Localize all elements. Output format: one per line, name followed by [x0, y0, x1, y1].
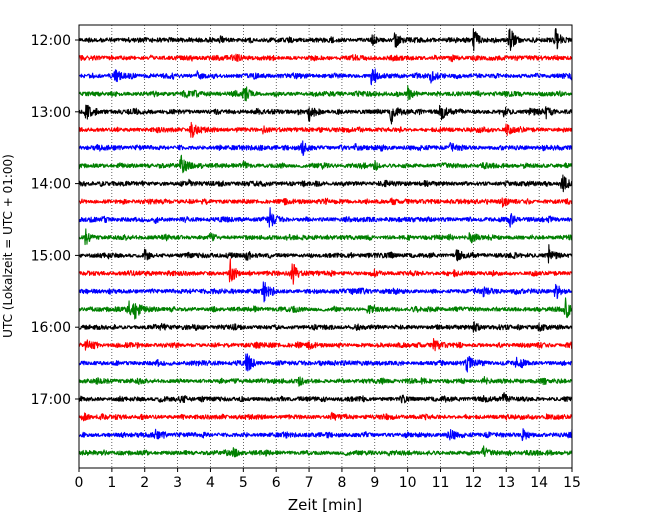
- x-tick-label-0: 0: [75, 475, 84, 491]
- x-axis-ticks: 0 1 2 3 4 5 6 7 8 9 10 11 12 13 14 15: [75, 468, 581, 491]
- traces: [78, 27, 573, 458]
- trace-1615: [78, 338, 573, 352]
- y-tick-label-13:00: 13:00: [31, 105, 71, 121]
- trace-1315: [78, 121, 573, 138]
- y-axis-ticks: 12:00 13:00 14:00 15:00 16:00 17:00: [31, 33, 79, 408]
- x-tick-label-9: 9: [370, 475, 379, 491]
- trace-1400: [78, 174, 573, 193]
- trace-1530: [78, 281, 573, 303]
- x-tick-label-2: 2: [140, 475, 149, 491]
- trace-1345: [78, 154, 573, 174]
- x-tick-label-14: 14: [530, 475, 548, 491]
- trace-1715: [78, 411, 573, 422]
- x-tick-label-11: 11: [432, 475, 450, 491]
- x-tick-label-1: 1: [107, 475, 116, 491]
- trace-1430: [78, 207, 573, 228]
- trace-1600: [78, 321, 573, 333]
- x-tick-label-10: 10: [399, 475, 417, 491]
- y-tick-label-15:00: 15:00: [31, 248, 71, 264]
- x-tick-label-8: 8: [337, 475, 346, 491]
- trace-1545: [78, 297, 573, 320]
- y-tick-label-16:00: 16:00: [31, 320, 71, 336]
- trace-1515: [78, 258, 573, 285]
- trace-1745: [78, 445, 573, 458]
- x-tick-label-13: 13: [497, 475, 515, 491]
- y-tick-label-14:00: 14:00: [31, 177, 71, 193]
- x-tick-label-6: 6: [272, 475, 281, 491]
- grid-lines: [111, 25, 540, 468]
- x-tick-label-7: 7: [305, 475, 314, 491]
- trace-1645: [78, 375, 573, 387]
- x-axis-label: Zeit [min]: [288, 496, 362, 514]
- x-tick-label-4: 4: [206, 475, 215, 491]
- x-tick-label-3: 3: [173, 475, 182, 491]
- trace-1230: [78, 68, 573, 86]
- plot-area: [79, 25, 572, 468]
- trace-1300: [78, 104, 573, 125]
- y-axis-label: UTC (Lokalzeit = UTC + 01:00): [1, 154, 15, 338]
- trace-1415: [78, 197, 573, 208]
- trace-1330: [78, 140, 573, 157]
- trace-1200: [78, 27, 573, 52]
- trace-1630: [78, 353, 573, 373]
- y-tick-label-12:00: 12:00: [31, 33, 71, 49]
- trace-1500: [78, 244, 573, 264]
- trace-1445: [78, 228, 573, 246]
- x-tick-label-15: 15: [563, 475, 581, 491]
- x-tick-label-12: 12: [464, 475, 482, 491]
- trace-1245: [78, 85, 573, 102]
- trace-1215: [78, 53, 573, 63]
- trace-1700: [78, 392, 573, 404]
- x-tick-label-5: 5: [239, 475, 248, 491]
- y-tick-label-17:00: 17:00: [31, 392, 71, 408]
- plot-frame: [78, 24, 573, 469]
- trace-1730: [78, 428, 573, 442]
